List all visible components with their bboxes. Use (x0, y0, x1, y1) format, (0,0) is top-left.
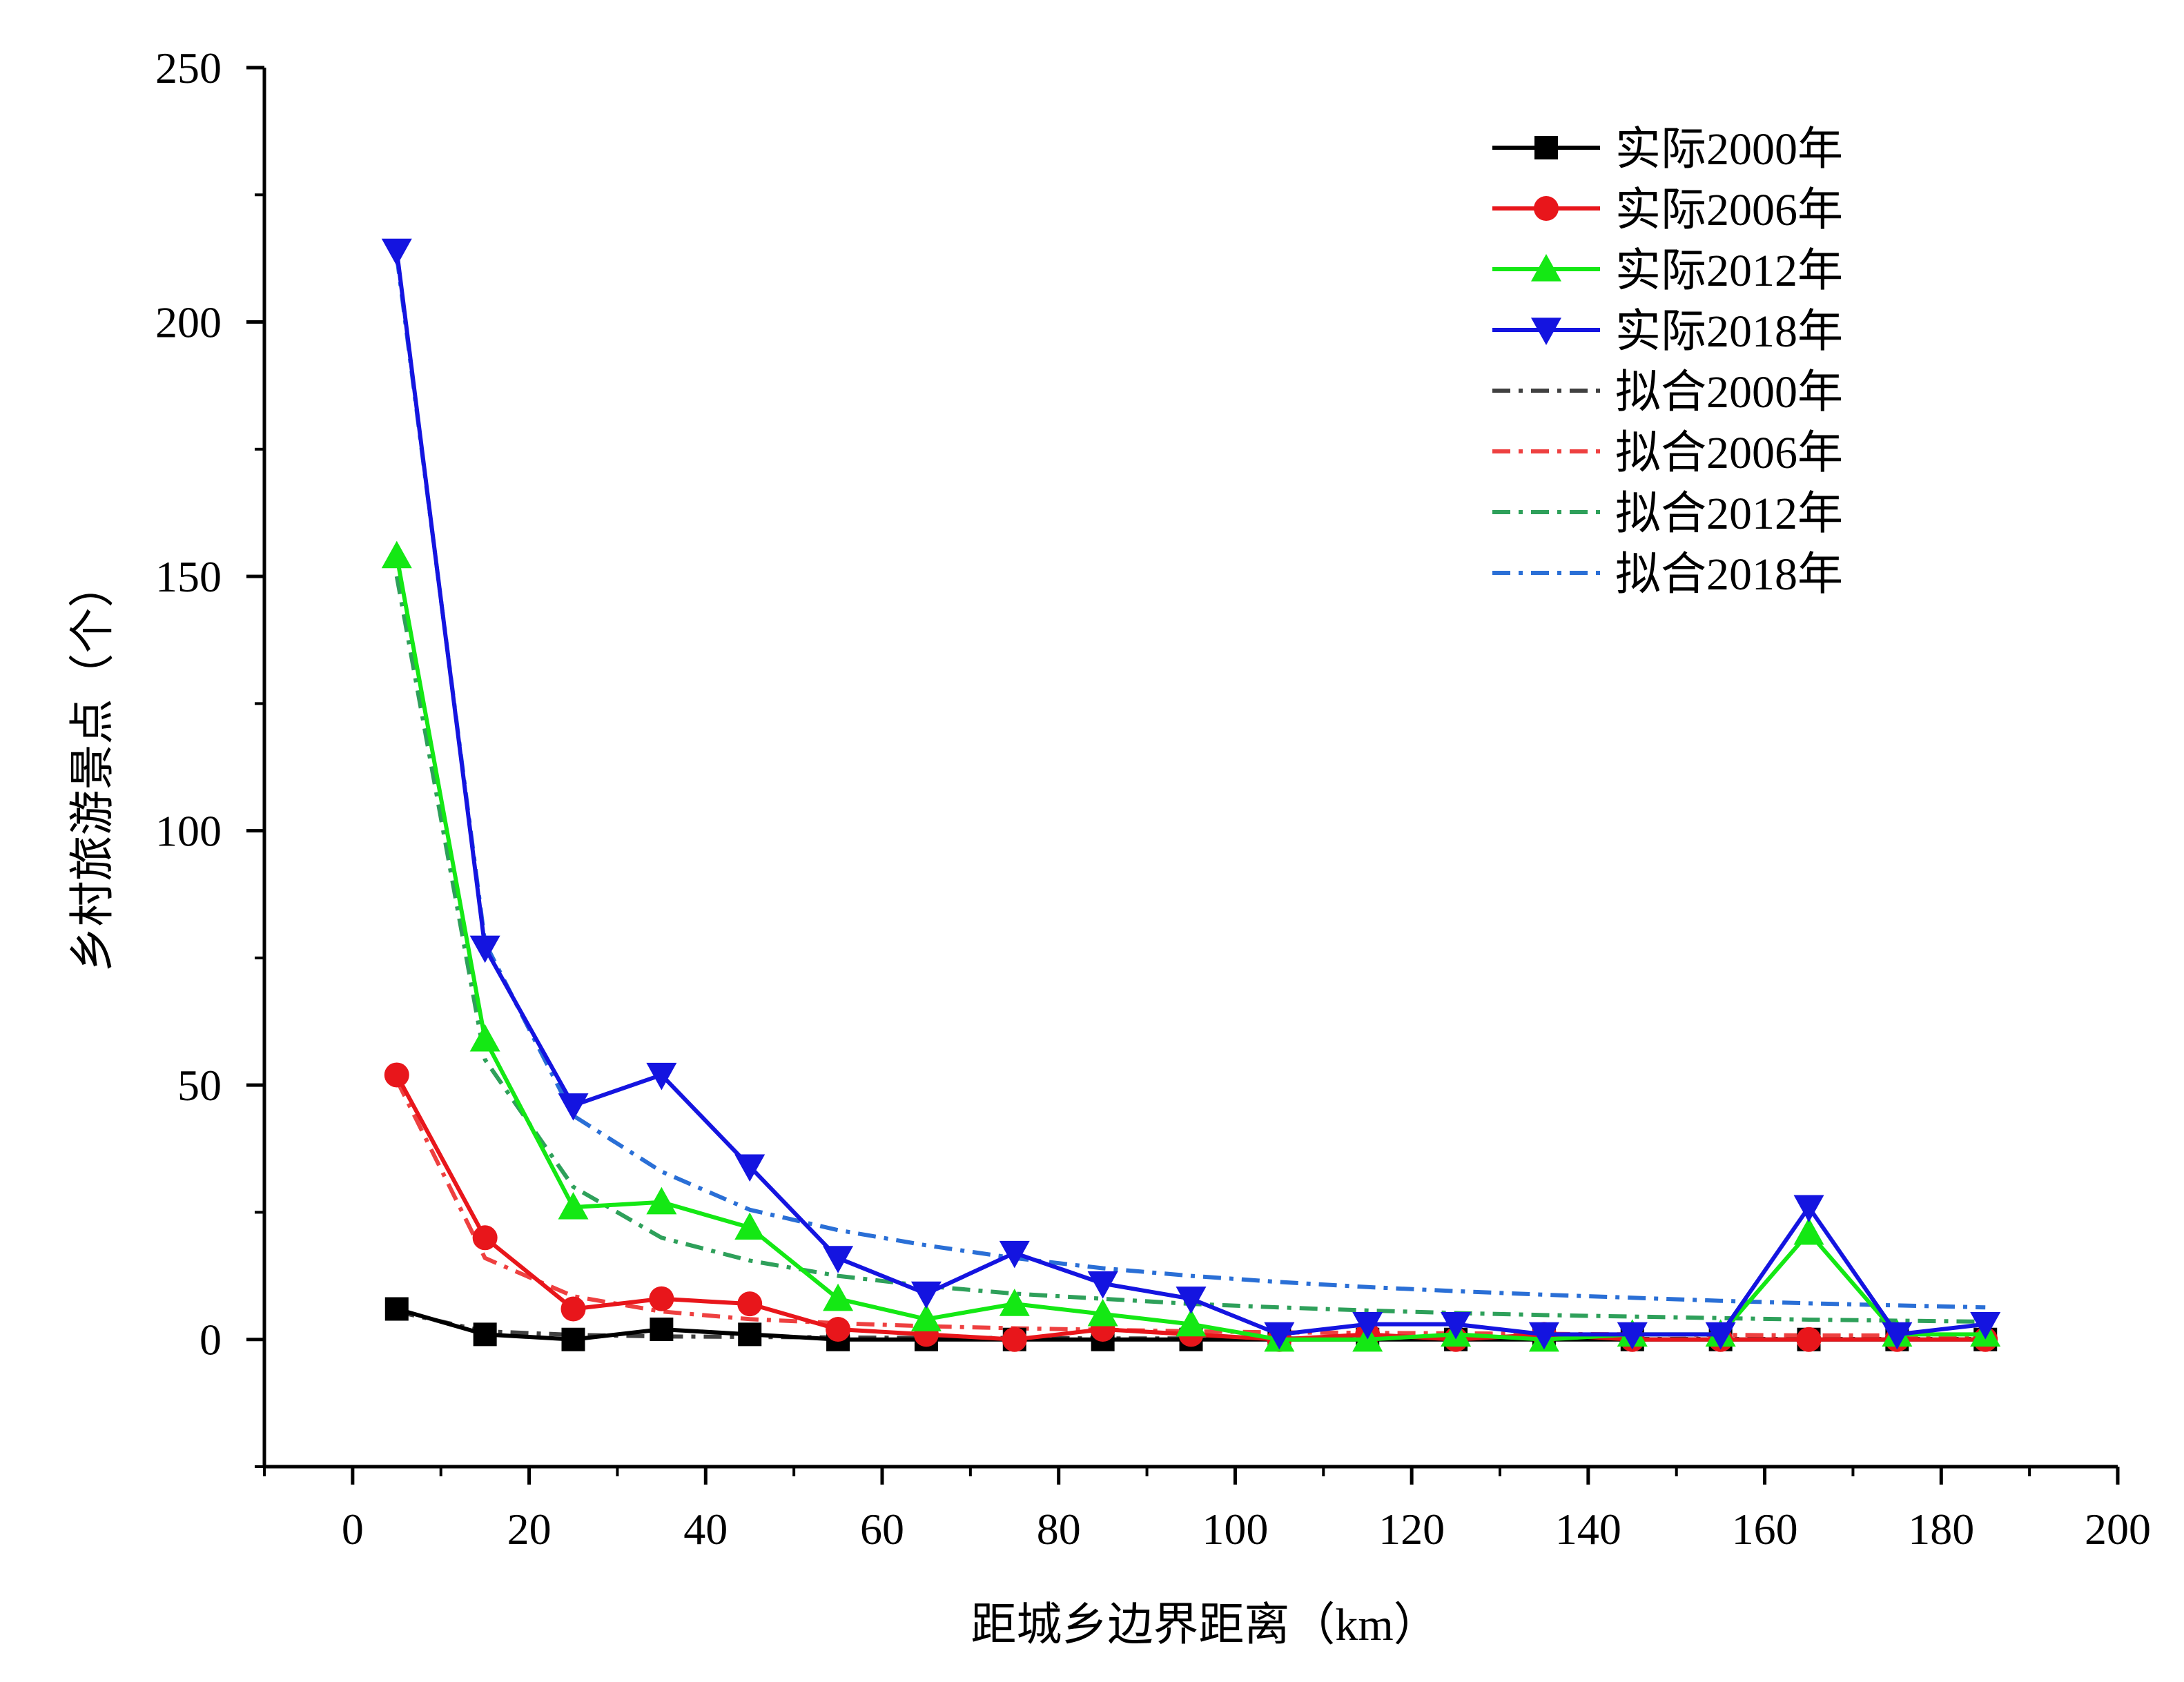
y-axis-title: 乡村旅游景点（个） (68, 563, 118, 972)
data-point (999, 1289, 1030, 1316)
y-tick-label: 0 (199, 1316, 222, 1365)
x-tick-label: 60 (860, 1505, 904, 1554)
x-axis-title: 距城乡边界距离（km） (971, 1600, 1439, 1650)
legend-label: 实际2018年 (1615, 306, 1843, 357)
legend: 实际2000年实际2006年实际2012年实际2018年拟合2000年拟合200… (1492, 124, 1843, 600)
data-point (646, 1186, 677, 1215)
data-point (1528, 1322, 1559, 1350)
x-tick-label: 20 (507, 1505, 552, 1554)
legend-label: 拟合2006年 (1615, 428, 1843, 478)
legend-item: 拟合2000年 (1492, 367, 1843, 418)
data-point (1264, 1322, 1295, 1350)
legend-item: 实际2018年 (1492, 306, 1843, 357)
legend-marker (1531, 317, 1561, 345)
data-point (558, 1093, 589, 1121)
x-tick-label: 160 (1732, 1505, 1798, 1554)
legend-item: 实际2012年 (1492, 246, 1843, 296)
x-tick-label: 120 (1378, 1505, 1445, 1554)
data-point (1002, 1327, 1027, 1352)
data-point (649, 1286, 674, 1311)
series-line (394, 576, 1986, 1324)
y-tick-label: 50 (177, 1061, 222, 1110)
data-point (384, 1062, 409, 1088)
data-point (469, 1024, 500, 1052)
x-tick-label: 180 (1908, 1505, 1974, 1554)
legend-label: 实际2000年 (1615, 124, 1843, 175)
x-tick-label: 0 (342, 1505, 364, 1554)
data-point (1882, 1322, 1913, 1350)
series-3 (381, 540, 2001, 1352)
data-point (381, 540, 412, 569)
legend-label: 拟合2018年 (1615, 549, 1843, 600)
legend-item: 拟合2006年 (1492, 428, 1843, 478)
data-point (1796, 1327, 1822, 1352)
axes: 0 50 100 150 200 250 0 20 40 60 80 100 120 140 160 180 2… (155, 43, 2151, 1554)
data-point (737, 1291, 763, 1317)
data-point (823, 1283, 854, 1311)
data-point (650, 1317, 674, 1341)
series-line (394, 255, 1986, 1310)
y-tick-label: 150 (155, 552, 222, 601)
data-point (469, 935, 500, 964)
data-point (561, 1327, 585, 1351)
data-point (473, 1322, 497, 1347)
y-tick-label: 200 (155, 298, 222, 347)
data-point (1617, 1322, 1648, 1350)
legend-label: 实际2006年 (1615, 185, 1843, 235)
data-point (384, 1297, 409, 1321)
data-point (558, 1192, 589, 1220)
data-point (734, 1154, 766, 1182)
data-point (1441, 1312, 1472, 1340)
plot-area (381, 238, 2001, 1352)
y-tick-label: 100 (155, 807, 222, 856)
x-tick-label: 80 (1037, 1505, 1081, 1554)
data-point (826, 1316, 851, 1342)
legend-item: 实际2000年 (1492, 124, 1843, 175)
y-tick-label: 250 (155, 43, 222, 92)
legend-item: 拟合2018年 (1492, 549, 1843, 600)
data-point (1352, 1312, 1383, 1340)
legend-marker (1534, 196, 1559, 221)
data-point (910, 1281, 942, 1309)
data-point (1176, 1287, 1207, 1314)
x-tick-label: 40 (683, 1505, 728, 1554)
data-point (1705, 1322, 1736, 1350)
data-point (1087, 1271, 1118, 1299)
data-point (823, 1246, 854, 1273)
legend-marker (1531, 254, 1561, 282)
data-point (560, 1296, 586, 1322)
legend-item: 拟合2012年 (1492, 489, 1843, 539)
data-point (1970, 1312, 2001, 1340)
data-point (910, 1304, 942, 1331)
series-8 (394, 255, 1986, 1310)
data-point (1087, 1298, 1118, 1327)
data-point (999, 1240, 1030, 1269)
data-point (1793, 1217, 1824, 1245)
legend-label: 实际2012年 (1615, 246, 1843, 296)
legend-marker (1534, 136, 1558, 159)
x-tick-label: 200 (2085, 1505, 2151, 1554)
data-point (738, 1322, 762, 1347)
legend-item: 实际2006年 (1492, 185, 1843, 235)
data-point (646, 1062, 677, 1091)
data-point (1793, 1195, 1824, 1223)
data-point (472, 1225, 498, 1251)
series-line (394, 556, 1986, 1342)
series-4 (381, 238, 2001, 1350)
data-point (734, 1212, 766, 1240)
x-tick-label: 100 (1202, 1505, 1268, 1554)
data-point (381, 238, 412, 266)
legend-label: 拟合2000年 (1615, 367, 1843, 418)
legend-label: 拟合2012年 (1615, 489, 1843, 539)
x-tick-label: 140 (1555, 1505, 1621, 1554)
series-7 (394, 576, 1986, 1324)
data-point (1176, 1309, 1207, 1337)
